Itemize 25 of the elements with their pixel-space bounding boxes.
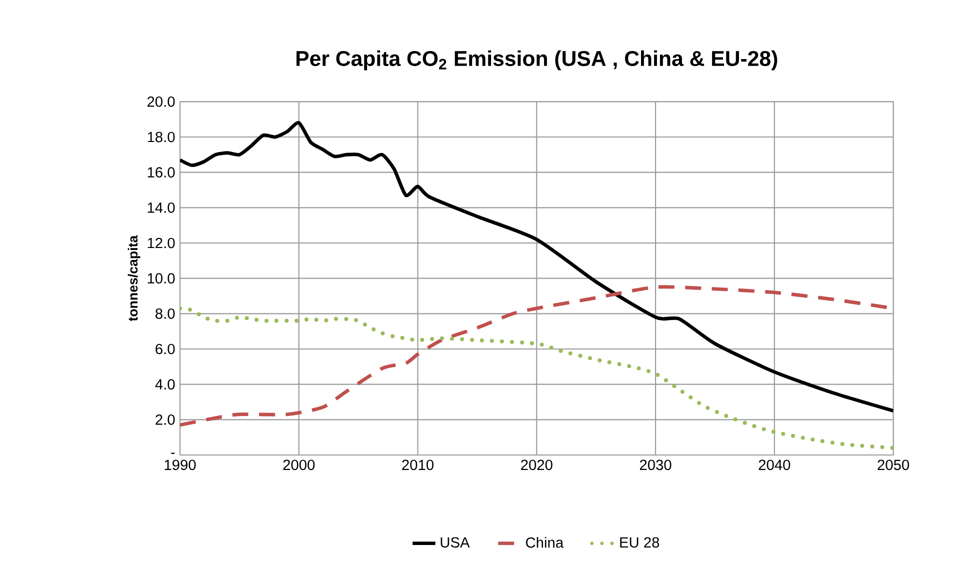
- legend-label: EU 28: [620, 537, 660, 548]
- x-tick-label: 1990: [164, 460, 196, 470]
- legend-label: USA: [440, 537, 470, 548]
- x-tick-label: 2040: [758, 460, 790, 470]
- chart-title: Per Capita CO$_{2}$ Emission (USA , China & EU-28): [296, 50, 778, 70]
- y-tick-label: 4.0: [155, 379, 175, 390]
- y-tick-label: 6.0: [156, 344, 175, 354]
- y-tick-label: 18.0: [148, 132, 175, 142]
- y-tick-label: 10.0: [148, 273, 175, 284]
- x-tick-label: 2010: [402, 460, 434, 470]
- x-tick-label: 2000: [283, 460, 315, 470]
- y-tick-label: 16.0: [148, 167, 175, 178]
- y-tick-label: 2.0: [156, 414, 175, 425]
- x-tick-label: 2020: [521, 460, 552, 470]
- x-tick-label: 2030: [640, 460, 672, 470]
- y-tick-label: 8.0: [156, 308, 175, 319]
- y-tick-label: 12.0: [148, 238, 175, 248]
- y-tick-label: -: [171, 452, 175, 454]
- x-tick-label: 2050: [878, 460, 910, 470]
- legend-label: China: [526, 537, 564, 548]
- y-axis-title: tonnes/capita: [128, 235, 140, 322]
- line-series: [180, 121, 894, 413]
- line-series: [180, 306, 894, 450]
- y-tick-label: 20.0: [147, 96, 175, 107]
- y-tick-label: 14.0: [148, 202, 175, 213]
